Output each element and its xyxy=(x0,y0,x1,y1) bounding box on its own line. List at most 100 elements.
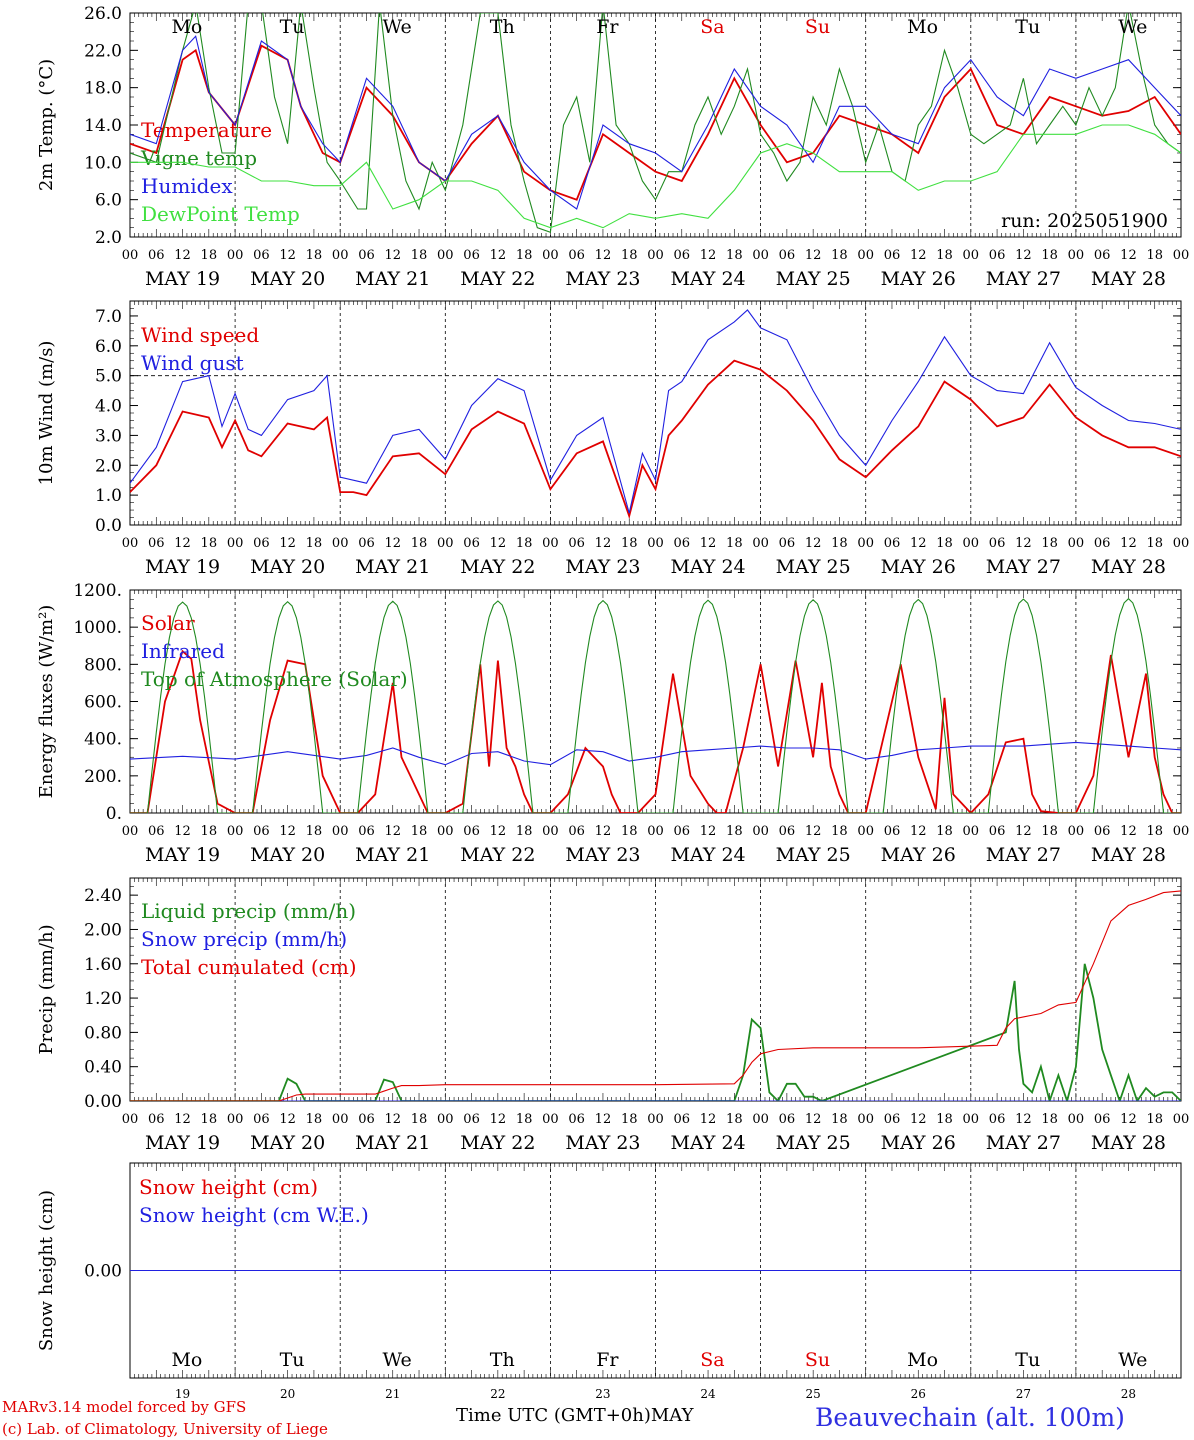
hour-tick-label: 00 xyxy=(542,248,559,263)
date-label: MAY 28 xyxy=(1091,556,1166,578)
day-number: 22 xyxy=(490,1387,505,1401)
y-tick-label: 0.0 xyxy=(95,516,122,536)
hour-tick-label: 00 xyxy=(437,824,454,839)
day-abbr-top: Th xyxy=(490,16,515,38)
series-line-liquid-precip-mm-h- xyxy=(130,963,1181,1101)
y-tick-label: 1200. xyxy=(73,581,122,601)
date-label: MAY 27 xyxy=(986,556,1061,578)
hour-tick-label: 06 xyxy=(253,1112,270,1127)
hour-tick-label: 00 xyxy=(647,248,664,263)
hour-tick-label: 00 xyxy=(227,536,244,551)
hour-tick-label: 12 xyxy=(700,824,717,839)
hour-tick-label: 12 xyxy=(910,1112,927,1127)
hour-tick-label: 18 xyxy=(411,536,428,551)
hour-tick-label: 12 xyxy=(595,248,612,263)
hour-tick-label: 18 xyxy=(726,824,743,839)
y-tick-label: 4.0 xyxy=(95,397,122,417)
series-line-top-of-atmosphere-solar- xyxy=(130,597,1181,813)
hour-tick-label: 12 xyxy=(384,824,401,839)
hour-tick-label: 12 xyxy=(805,824,822,839)
hour-tick-label: 12 xyxy=(595,536,612,551)
day-number: 26 xyxy=(911,1387,926,1401)
y-tick-label: 0.00 xyxy=(84,1262,122,1282)
hour-tick-label: 18 xyxy=(1146,1112,1163,1127)
day-abbr-bottom: Th xyxy=(490,1349,515,1371)
hour-tick-label: 18 xyxy=(516,824,533,839)
date-label: MAY 21 xyxy=(355,1132,430,1154)
hour-tick-label: 18 xyxy=(831,536,848,551)
hour-tick-label: 06 xyxy=(358,536,375,551)
hour-tick-label: 00 xyxy=(857,248,874,263)
x-axis-label: Time UTC (GMT+0h)MAY xyxy=(456,1405,693,1426)
date-label: MAY 23 xyxy=(565,844,640,866)
hour-tick-label: 06 xyxy=(989,536,1006,551)
y-tick-label: 26.0 xyxy=(84,4,122,24)
hour-tick-label: 12 xyxy=(174,536,191,551)
station-title: Beauvechain (alt. 100m) xyxy=(815,1403,1125,1432)
day-number: 21 xyxy=(385,1387,400,1401)
date-label: MAY 24 xyxy=(670,268,745,290)
day-abbr-bottom: Su xyxy=(805,1349,830,1371)
hour-tick-label: 06 xyxy=(1094,536,1111,551)
legend-entry: Snow precip (mm/h) xyxy=(141,927,347,951)
hour-tick-label: 18 xyxy=(1146,536,1163,551)
hour-tick-label: 18 xyxy=(516,536,533,551)
hour-tick-label: 18 xyxy=(831,248,848,263)
date-label: MAY 21 xyxy=(355,268,430,290)
date-label: MAY 19 xyxy=(145,1132,220,1154)
hour-tick-label: 00 xyxy=(332,1112,349,1127)
date-label: MAY 20 xyxy=(250,844,325,866)
legend-entry: Total cumulated (cm) xyxy=(141,955,357,979)
hour-tick-label: 06 xyxy=(463,536,480,551)
hour-tick-label: 18 xyxy=(621,536,638,551)
date-label: MAY 19 xyxy=(145,844,220,866)
legend-entry: Snow height (cm) xyxy=(139,1175,318,1199)
y-tick-label: 200. xyxy=(84,767,122,787)
y-tick-label: 18.0 xyxy=(84,79,122,99)
x-axis-title: Time UTC (GMT+0h) xyxy=(456,1405,651,1426)
y-axis-label: 2m Temp. (°C) xyxy=(36,59,57,191)
hour-tick-label: 18 xyxy=(411,1112,428,1127)
hour-tick-label: 18 xyxy=(306,536,323,551)
day-abbr-top: Tu xyxy=(1015,16,1040,38)
hour-tick-label: 18 xyxy=(1041,824,1058,839)
hour-tick-label: 00 xyxy=(542,824,559,839)
y-tick-label: 1.0 xyxy=(95,486,122,506)
hour-tick-label: 00 xyxy=(752,536,769,551)
date-label: MAY 26 xyxy=(881,556,956,578)
series-line-solar xyxy=(130,649,1181,813)
date-label: MAY 20 xyxy=(250,556,325,578)
date-label: MAY 28 xyxy=(1091,844,1166,866)
hour-tick-label: 06 xyxy=(253,248,270,263)
hour-tick-label: 06 xyxy=(989,1112,1006,1127)
hour-tick-label: 12 xyxy=(174,248,191,263)
y-tick-label: 3.0 xyxy=(95,426,122,446)
hour-tick-label: 18 xyxy=(201,536,218,551)
legend-entry: Top of Atmosphere (Solar) xyxy=(141,667,408,691)
day-abbr-top: Sa xyxy=(700,16,724,38)
hour-tick-label: 12 xyxy=(1120,536,1137,551)
date-label: MAY 22 xyxy=(460,268,535,290)
hour-tick-label: 00 xyxy=(1068,1112,1085,1127)
hour-tick-label: 12 xyxy=(174,824,191,839)
legend-entry: DewPoint Temp xyxy=(141,202,300,226)
hour-tick-label: 00 xyxy=(857,1112,874,1127)
hour-tick-label: 00 xyxy=(963,536,980,551)
date-label: MAY 23 xyxy=(565,1132,640,1154)
hour-tick-label: 18 xyxy=(621,1112,638,1127)
hour-tick-label: 06 xyxy=(568,824,585,839)
hour-tick-label: 00 xyxy=(332,248,349,263)
y-tick-label: 6.0 xyxy=(95,191,122,211)
day-number: 20 xyxy=(280,1387,295,1401)
day-abbr-bottom: Sa xyxy=(700,1349,724,1371)
date-label: MAY 27 xyxy=(986,268,1061,290)
hour-tick-label: 12 xyxy=(700,248,717,263)
hour-tick-label: 06 xyxy=(884,1112,901,1127)
date-label: MAY 20 xyxy=(250,1132,325,1154)
hour-tick-label: 00 xyxy=(1068,824,1085,839)
hour-tick-label: 12 xyxy=(1015,1112,1032,1127)
date-label: MAY 19 xyxy=(145,268,220,290)
hour-tick-label: 18 xyxy=(831,1112,848,1127)
date-label: MAY 25 xyxy=(776,556,851,578)
panel-2: 0.0 1.0 2.0 3.0 4.0 5.0 6.0 7.0 10m Wind (m/s) Wi… xyxy=(36,300,1189,578)
